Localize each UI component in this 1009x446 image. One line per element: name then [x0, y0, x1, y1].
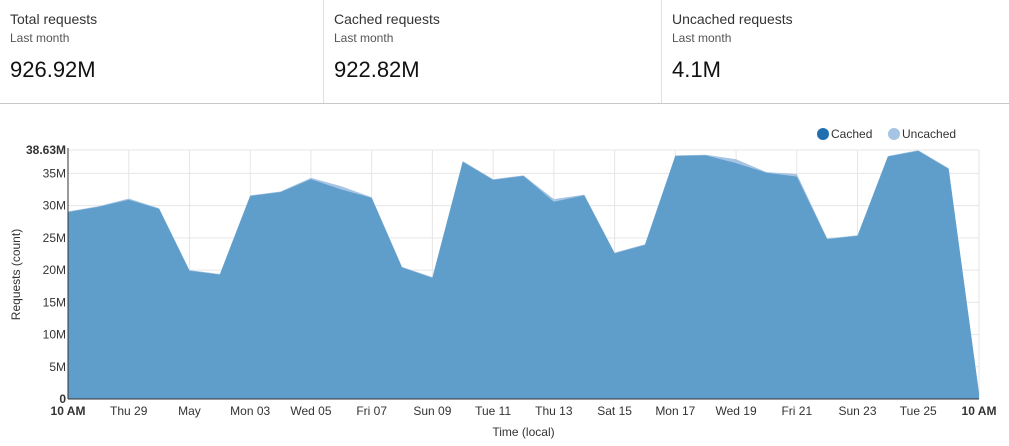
x-tick-label: Sun 23 [839, 404, 877, 418]
x-tick-label: Tue 11 [475, 404, 511, 418]
legend-marker-cached[interactable] [817, 128, 829, 140]
y-tick-label: 0 [59, 392, 66, 406]
y-tick-label: 15M [43, 295, 66, 309]
y-tick-label: 38.63M [26, 143, 66, 157]
card-value: 4.1M [672, 57, 721, 82]
y-axis-title: Requests (count) [9, 229, 23, 320]
x-tick-label: Wed 05 [290, 404, 331, 418]
legend-marker-uncached[interactable] [888, 128, 900, 140]
y-tick-label: 30M [43, 199, 66, 213]
x-axis-title: Time (local) [492, 425, 554, 439]
x-tick-label: 10 AM [51, 404, 86, 418]
x-tick-label: Tue 25 [900, 404, 937, 418]
x-tick-label: Sat 15 [597, 404, 632, 418]
card-subtitle: Last month [334, 31, 394, 45]
legend-label-cached[interactable]: Cached [831, 127, 872, 141]
y-tick-label: 20M [43, 263, 66, 277]
card-uncached-requests[interactable]: Uncached requests Last month 4.1M [662, 0, 1009, 103]
card-title: Cached requests [334, 11, 440, 27]
card-cached-requests[interactable]: Cached requests Last month 922.82M [324, 0, 662, 103]
legend-label-uncached[interactable]: Uncached [902, 127, 956, 141]
card-title: Total requests [10, 11, 98, 27]
card-subtitle: Last month [672, 31, 732, 45]
requests-area-chart[interactable]: 0 5M 10M 15M 20M 25M 30M 35M 38.63M 10 AM Thu 29 Ma… [0, 104, 1009, 446]
y-tick-label: 10M [43, 328, 66, 342]
y-tick-label: 5M [49, 360, 66, 374]
summary-cards: Total requests Last month 926.92M Cached… [0, 0, 1009, 104]
x-tick-label: Wed 19 [715, 404, 756, 418]
x-tick-label: Thu 29 [110, 404, 148, 418]
y-tick-label: 35M [43, 166, 66, 180]
x-tick-label: Mon 03 [230, 404, 270, 418]
card-subtitle: Last month [10, 31, 70, 45]
card-value: 922.82M [334, 57, 420, 82]
card-title: Uncached requests [672, 11, 793, 27]
card-value: 926.92M [10, 57, 96, 82]
x-tick-label: Fri 07 [356, 404, 387, 418]
x-tick-label: Thu 13 [535, 404, 573, 418]
card-total-requests[interactable]: Total requests Last month 926.92M [0, 0, 324, 103]
requests-chart[interactable]: 0 5M 10M 15M 20M 25M 30M 35M 38.63M 10 AM Thu 29 Ma… [0, 104, 1009, 446]
x-tick-label: Sun 09 [413, 404, 451, 418]
x-tick-label: 10 AM [962, 404, 997, 418]
y-tick-label: 25M [43, 231, 66, 245]
x-tick-label: Mon 17 [655, 404, 695, 418]
x-tick-label: Fri 21 [781, 404, 812, 418]
x-tick-label: May [178, 404, 201, 418]
series-area-cached[interactable] [68, 150, 979, 399]
